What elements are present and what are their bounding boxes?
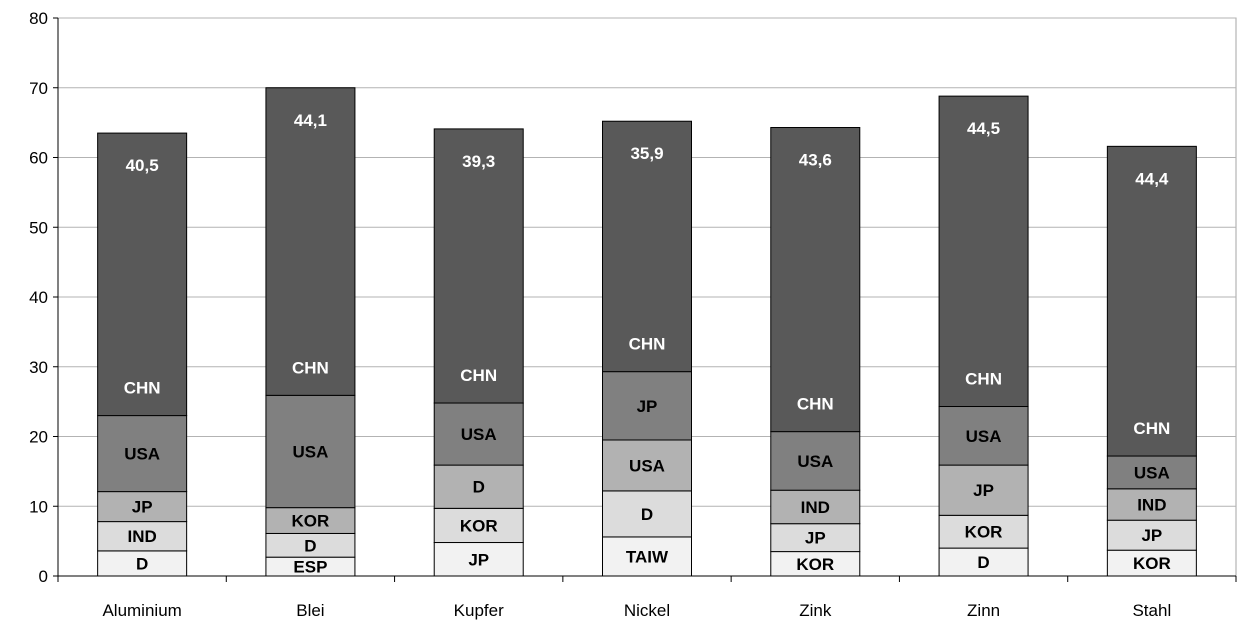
segment-label: D xyxy=(304,536,316,555)
segment-label: JP xyxy=(973,481,994,500)
x-category-label: Blei xyxy=(296,601,324,620)
bar-segment-ind xyxy=(97,521,188,552)
segment-label: USA xyxy=(292,442,328,461)
segment-label: D xyxy=(641,505,653,524)
segment-label: CHN xyxy=(124,379,161,398)
bar-segment-usa xyxy=(433,402,524,466)
segment-label: D xyxy=(473,478,485,497)
bar-segment-chn xyxy=(938,95,1029,408)
segment-label: CHN xyxy=(292,358,329,377)
bar-segment-jp xyxy=(938,464,1029,516)
y-tick-label: 10 xyxy=(29,497,48,516)
y-tick-label: 70 xyxy=(29,79,48,98)
x-category-label: Zinn xyxy=(967,601,1000,620)
segment-label: CHN xyxy=(965,370,1002,389)
y-tick-label: 60 xyxy=(29,149,48,168)
segment-label: CHN xyxy=(629,335,666,354)
segment-label: D xyxy=(977,553,989,572)
segment-label: ESP xyxy=(293,558,327,577)
labels: D IND JP USA 40,5 CHN ESP D KOR USA 44,1 CHN JP KOR D U… xyxy=(124,111,1171,577)
bar-segment-chn xyxy=(265,87,356,396)
bar-segment-chn xyxy=(433,128,524,404)
segment-label: D xyxy=(136,554,148,573)
value-label: 43,6 xyxy=(799,151,832,170)
segment-label: IND xyxy=(128,527,157,546)
segment-label: KOR xyxy=(460,516,498,535)
x-category-label: Stahl xyxy=(1132,601,1171,620)
bar-segment-d xyxy=(433,464,524,509)
value-label: 35,9 xyxy=(630,144,663,163)
bar-segment-kor xyxy=(938,514,1029,549)
x-category-label: Kupfer xyxy=(454,601,504,620)
segment-label: JP xyxy=(1141,526,1162,545)
value-label: 44,1 xyxy=(294,111,327,130)
segment-label: JP xyxy=(637,397,658,416)
segment-label: KOR xyxy=(1133,554,1171,573)
segment-label: JP xyxy=(468,550,489,569)
bar-segment-ind xyxy=(770,489,861,525)
segment-label: IND xyxy=(801,498,830,517)
segment-label: TAIW xyxy=(626,547,669,566)
bar-segment-usa xyxy=(602,439,692,492)
value-label: 40,5 xyxy=(126,156,159,175)
bar-segment-usa xyxy=(938,406,1029,466)
bar-segment-jp xyxy=(1106,519,1197,551)
x-category-label: Nickel xyxy=(624,601,670,620)
segment-label: KOR xyxy=(796,555,834,574)
segment-label: KOR xyxy=(292,512,330,531)
bar-segment-chn xyxy=(770,127,861,433)
x-category-label: Aluminium xyxy=(102,601,181,620)
segment-label: USA xyxy=(124,445,160,464)
segment-label: CHN xyxy=(460,366,497,385)
segment-label: USA xyxy=(966,427,1002,446)
segment-label: JP xyxy=(805,529,826,548)
segment-label: CHN xyxy=(1133,419,1170,438)
segment-label: KOR xyxy=(965,523,1003,542)
y-tick-label: 0 xyxy=(39,567,48,586)
segment-label: USA xyxy=(797,452,833,471)
bar-segment-jp xyxy=(602,371,692,441)
segment-label: CHN xyxy=(797,395,834,414)
y-tick-label: 20 xyxy=(29,428,48,447)
bars xyxy=(97,87,1197,577)
bar-segment-taiw xyxy=(602,536,692,577)
bar-segment-usa xyxy=(97,415,188,493)
bar-segment-usa xyxy=(1106,455,1197,490)
y-tick-label: 40 xyxy=(29,288,48,307)
value-label: 39,3 xyxy=(462,152,495,171)
bar-segment-chn xyxy=(602,120,692,373)
bar-segment-chn xyxy=(1106,145,1197,457)
bar-segment-usa xyxy=(265,394,356,509)
bar-segment-d xyxy=(602,490,692,538)
bar-segment-kor xyxy=(770,551,861,577)
y-tick-label: 80 xyxy=(29,9,48,28)
bar-segment-kor xyxy=(265,507,356,534)
bar-segment-jp xyxy=(97,491,188,523)
segment-label: USA xyxy=(1134,463,1170,482)
bar-segment-ind xyxy=(1106,488,1197,521)
segment-label: USA xyxy=(461,425,497,444)
segment-label: IND xyxy=(1137,496,1166,515)
segment-label: USA xyxy=(629,456,665,475)
value-label: 44,5 xyxy=(967,119,1000,138)
bar-segment-jp xyxy=(770,523,861,553)
y-tick-label: 30 xyxy=(29,358,48,377)
x-category-label: Zink xyxy=(799,601,832,620)
bar-segment-chn xyxy=(97,132,188,417)
segment-label: JP xyxy=(132,498,153,517)
y-tick-label: 50 xyxy=(29,218,48,237)
bar-segment-usa xyxy=(770,431,861,491)
bar-segment-kor xyxy=(433,507,524,544)
value-label: 44,4 xyxy=(1135,169,1169,188)
bar-segment-kor xyxy=(1106,549,1197,577)
